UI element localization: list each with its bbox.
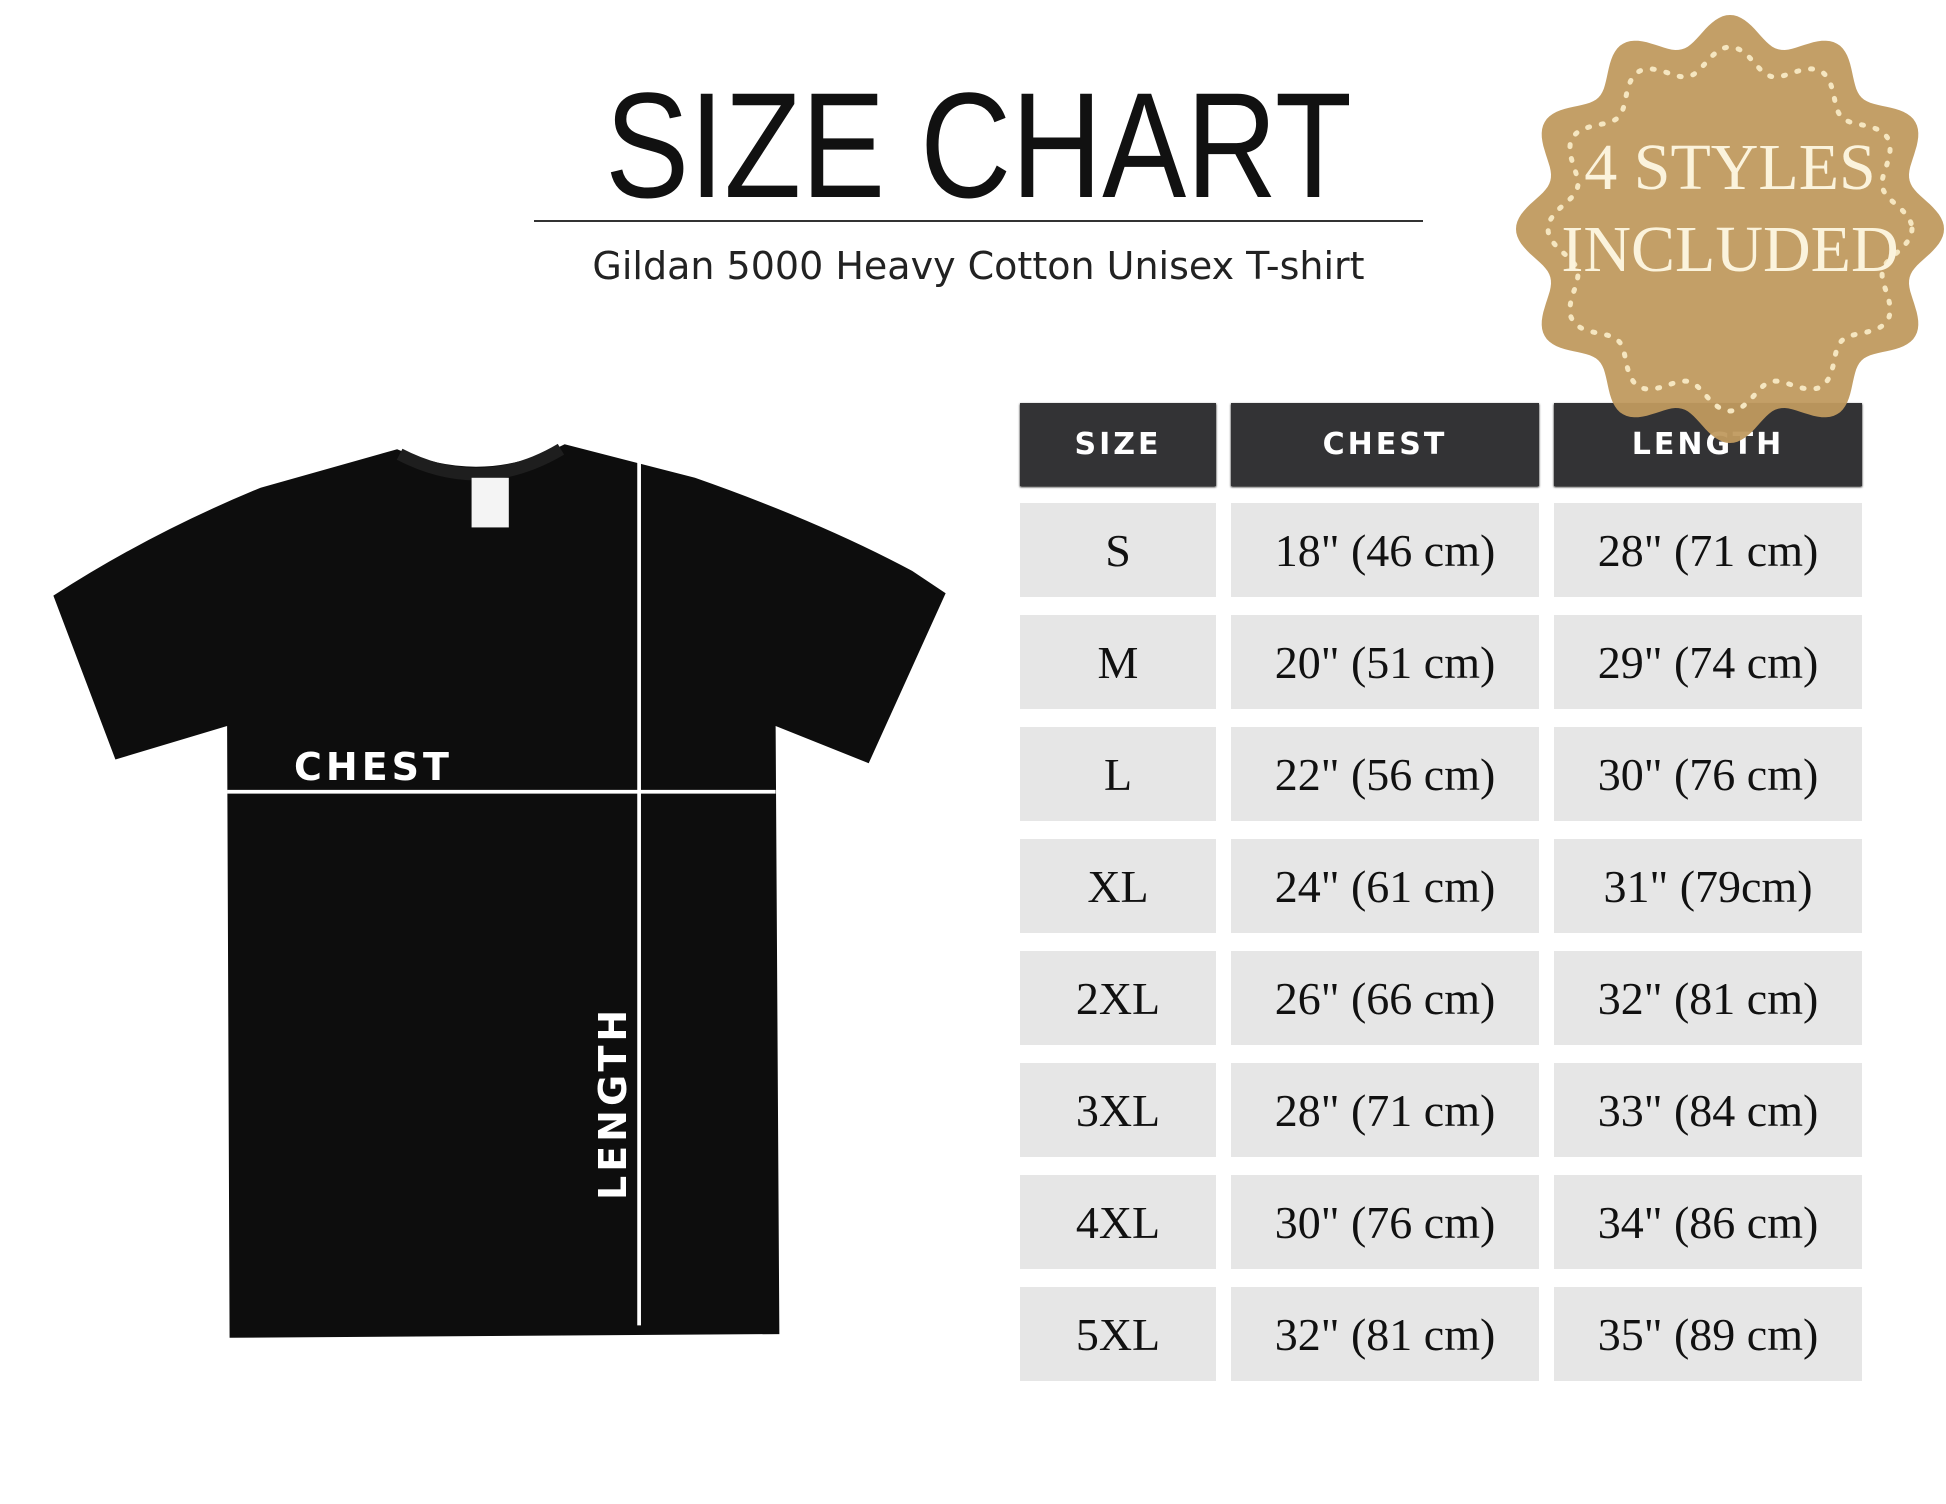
size-cell: 4XL bbox=[1020, 1175, 1216, 1269]
styles-badge: 4 STYLES INCLUDED bbox=[1516, 15, 1944, 443]
length-label: LENGTH bbox=[591, 1006, 635, 1200]
size-cell: 3XL bbox=[1020, 1063, 1216, 1157]
length-cell: 30" (76 cm) bbox=[1554, 727, 1862, 821]
chest-label: CHEST bbox=[294, 745, 453, 789]
chest-cell: 30" (76 cm) bbox=[1231, 1175, 1539, 1269]
badge-dotted-border bbox=[1545, 44, 1915, 414]
column-header-size: SIZE bbox=[1020, 403, 1216, 486]
length-cell: 28" (71 cm) bbox=[1554, 503, 1862, 597]
chest-cell: 24" (61 cm) bbox=[1231, 839, 1539, 933]
badge-seal-shape bbox=[1516, 15, 1944, 443]
column-header-length: LENGTH bbox=[1554, 403, 1862, 486]
size-cell: L bbox=[1020, 727, 1216, 821]
size-cell: M bbox=[1020, 615, 1216, 709]
page-title-wrap: SIZE CHART bbox=[534, 70, 1424, 220]
page-subtitle: Gildan 5000 Heavy Cotton Unisex T-shirt bbox=[592, 244, 1365, 288]
length-cell: 31" (79cm) bbox=[1554, 839, 1862, 933]
length-cell: 35" (89 cm) bbox=[1554, 1287, 1862, 1381]
badge-line-1: 4 STYLES bbox=[1584, 131, 1876, 204]
size-cell: S bbox=[1020, 503, 1216, 597]
title-divider bbox=[534, 220, 1423, 222]
tshirt-diagram: CHEST LENGTH bbox=[53, 443, 946, 1338]
length-cell: 34" (86 cm) bbox=[1554, 1175, 1862, 1269]
page-title: SIZE CHART bbox=[605, 61, 1353, 229]
tshirt-collar bbox=[396, 443, 565, 481]
chest-cell: 32" (81 cm) bbox=[1231, 1287, 1539, 1381]
size-cell: XL bbox=[1020, 839, 1216, 933]
chest-cell: 28" (71 cm) bbox=[1231, 1063, 1539, 1157]
column-header-chest: CHEST bbox=[1231, 403, 1539, 486]
size-cell: 5XL bbox=[1020, 1287, 1216, 1381]
length-cell: 33" (84 cm) bbox=[1554, 1063, 1862, 1157]
chest-cell: 18" (46 cm) bbox=[1231, 503, 1539, 597]
length-cell: 32" (81 cm) bbox=[1554, 951, 1862, 1045]
tshirt-shape bbox=[53, 444, 946, 1338]
badge-line-2: INCLUDED bbox=[1561, 213, 1898, 286]
chest-cell: 22" (56 cm) bbox=[1231, 727, 1539, 821]
chest-cell: 26" (66 cm) bbox=[1231, 951, 1539, 1045]
size-cell: 2XL bbox=[1020, 951, 1216, 1045]
length-cell: 29" (74 cm) bbox=[1554, 615, 1862, 709]
tshirt-tag bbox=[471, 477, 509, 528]
chest-cell: 20" (51 cm) bbox=[1231, 615, 1539, 709]
